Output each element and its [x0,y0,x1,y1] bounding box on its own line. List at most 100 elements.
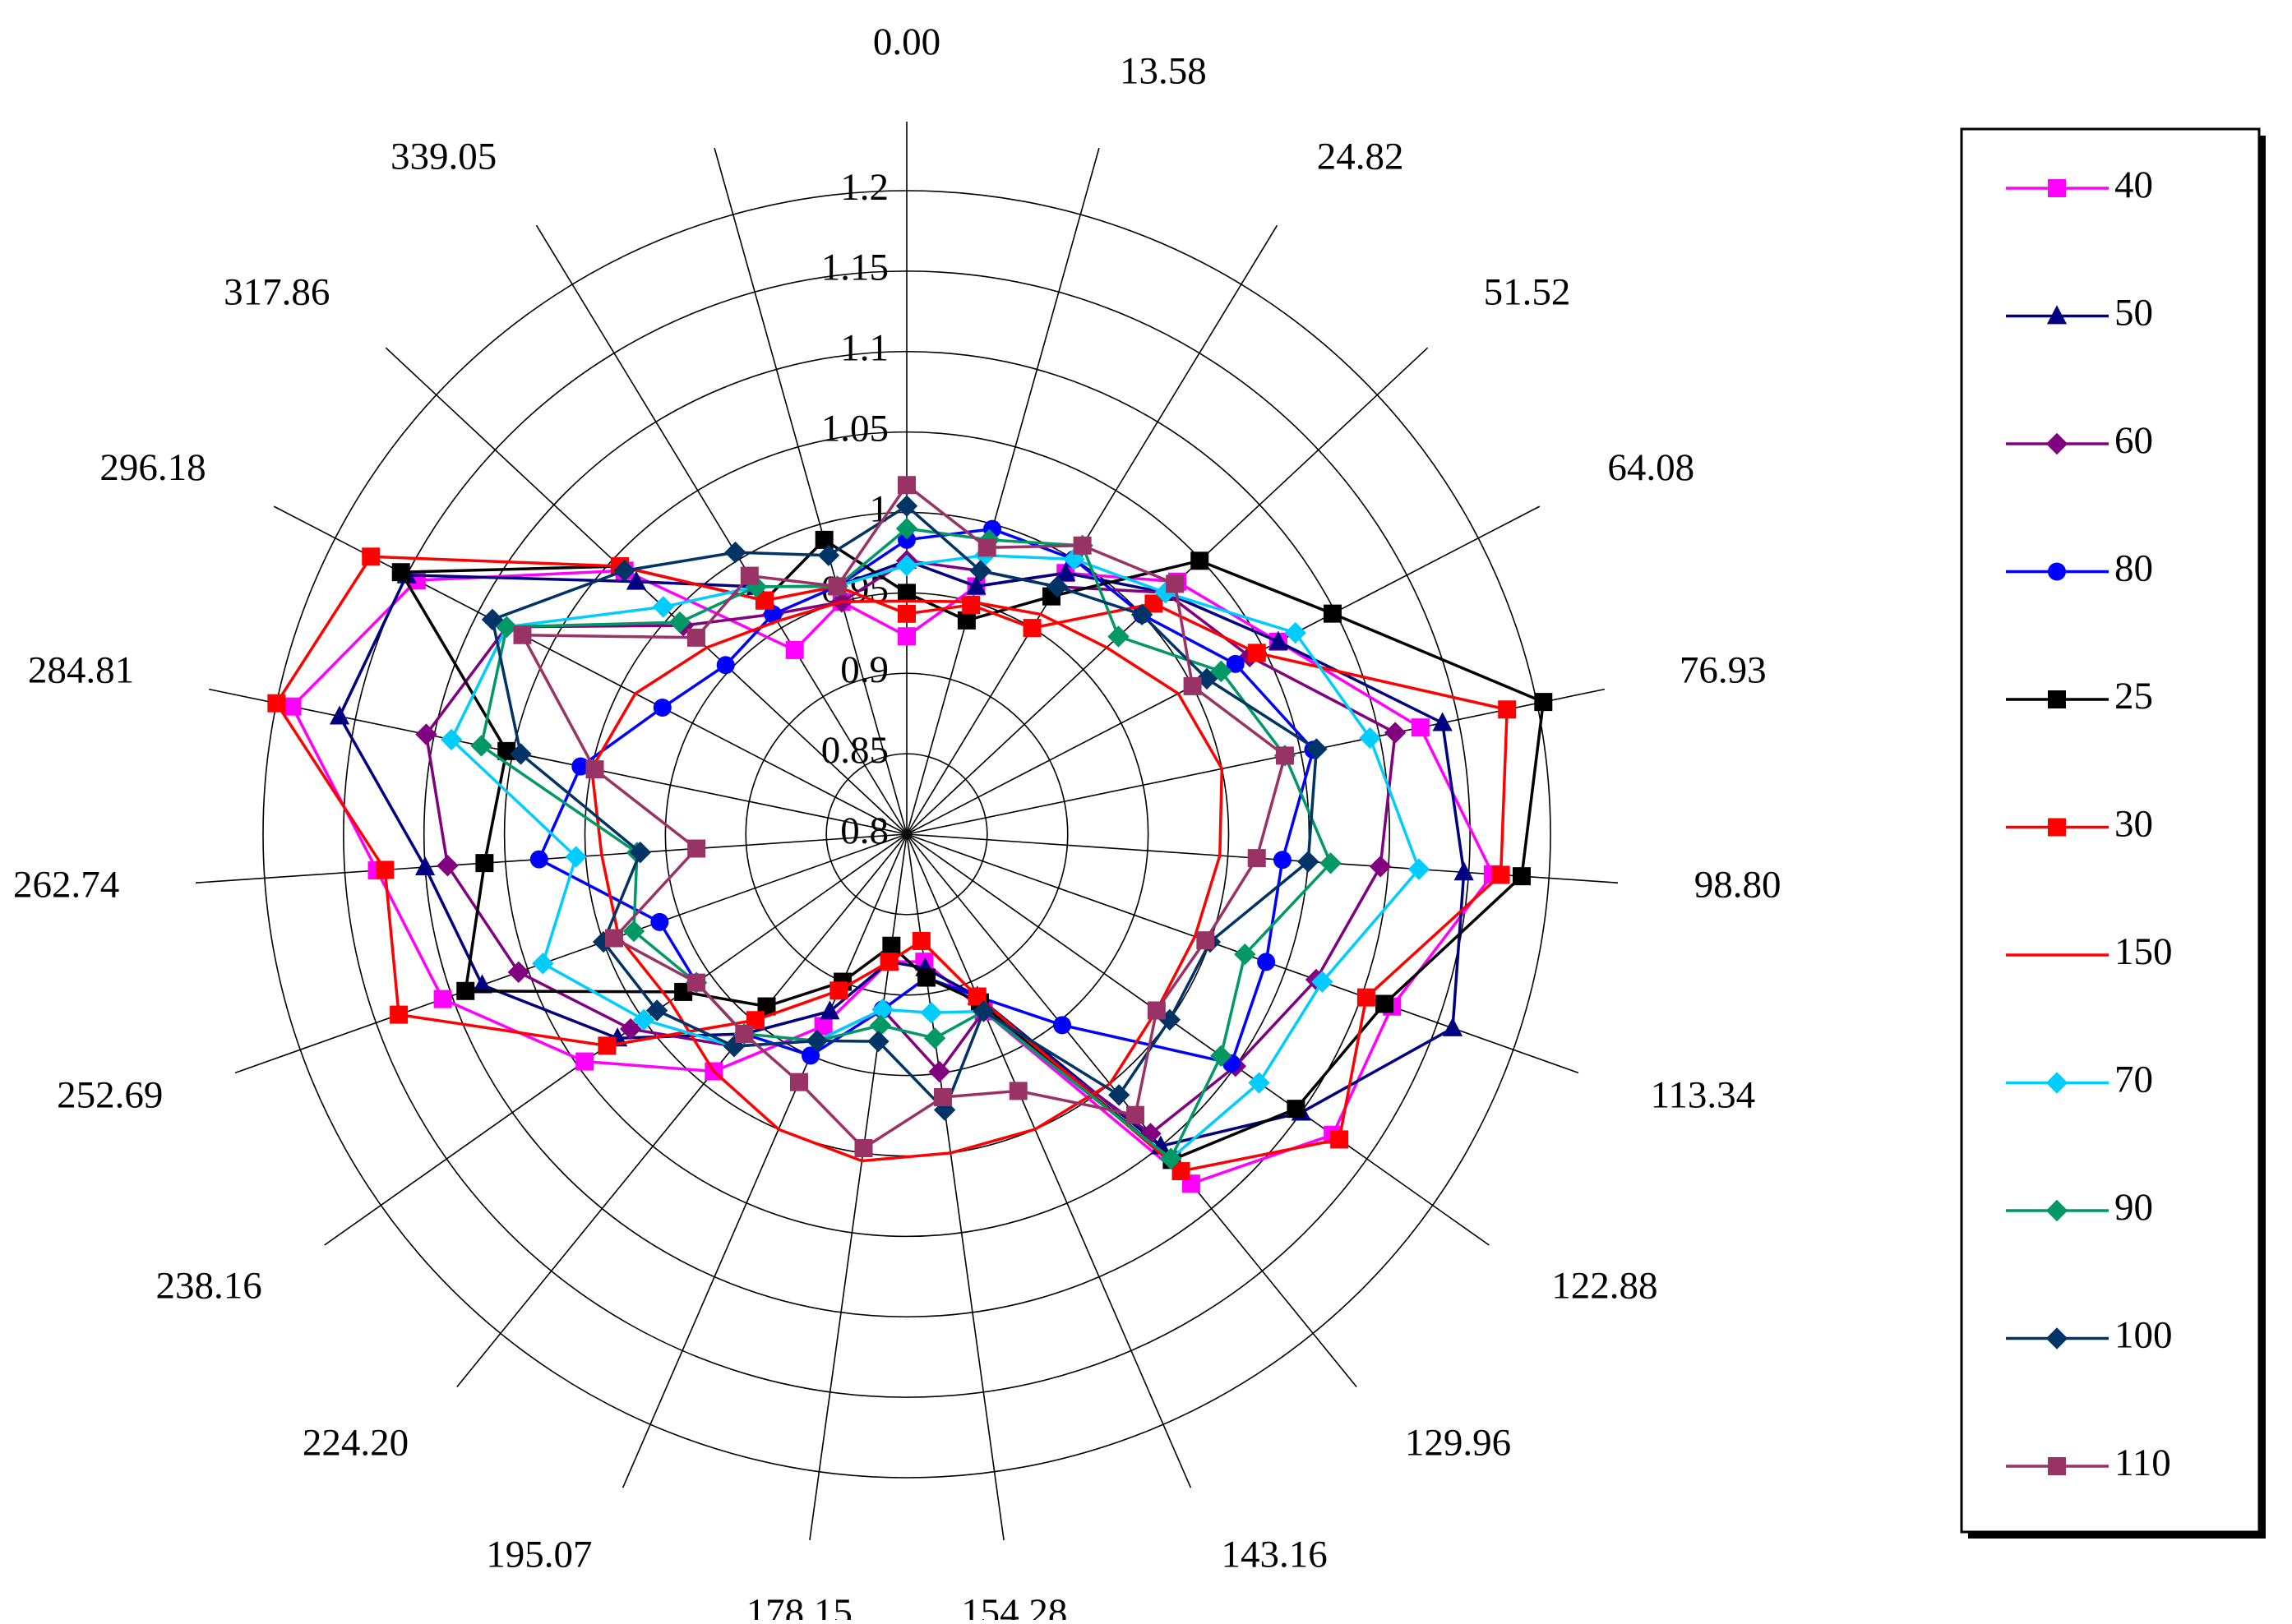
legend-shadow [1968,1532,2266,1539]
legend-marker [2048,562,2066,581]
data-point [437,855,459,877]
data-point [283,697,302,716]
data-point [1498,700,1517,719]
category-label: 224.20 [303,1421,409,1464]
spoke [385,347,908,835]
data-point [1407,858,1430,880]
category-label: 262.74 [13,863,119,906]
data-point [1305,738,1328,760]
data-point [740,566,759,585]
data-point [895,517,918,540]
legend-label: 100 [2114,1313,2173,1356]
data-point [977,538,996,557]
data-point [973,1000,995,1022]
data-point [1512,867,1531,886]
data-point [746,1011,765,1030]
legend-marker [2048,1457,2066,1475]
data-point [652,596,675,618]
data-point [912,931,931,950]
data-point [1023,619,1042,638]
spoke [906,688,1606,835]
category-label: 13.58 [1120,49,1207,92]
category-label: 178.15 [746,1591,853,1620]
data-point [1273,851,1292,870]
legend-marker [2046,305,2068,325]
legend: 40 50 60 80 25 30 150 70 90 100 110 [2006,164,2173,1484]
category-label: 339.05 [390,136,497,178]
spoke [622,833,908,1488]
data-point [1147,1001,1166,1020]
data-point [1453,861,1474,881]
data-point [571,757,590,776]
data-point [1330,1130,1349,1149]
data-point [629,841,652,864]
data-point [565,846,587,868]
data-point [723,1035,746,1058]
data-point [898,627,916,646]
spoke [195,833,908,884]
data-point [619,1017,642,1040]
spoke [234,833,908,1074]
data-point [362,547,381,566]
data-point [456,981,475,1000]
legend-label: 90 [2114,1186,2153,1229]
data-point [895,554,918,577]
legend-marker [2048,179,2066,197]
data-point [513,625,532,644]
data-point [470,735,492,757]
category-label: 143.16 [1221,1533,1327,1576]
data-point [1248,1072,1270,1094]
data-point [757,997,776,1016]
category-label: 24.82 [1317,136,1404,178]
data-point [391,563,410,582]
category-label: 129.96 [1405,1421,1511,1464]
data-point [928,1060,950,1083]
data-point [440,728,463,751]
data-point [1247,644,1266,662]
data-point [923,1027,946,1050]
data-point [605,929,624,948]
data-point [668,611,691,634]
data-point [789,1073,808,1091]
category-label: 98.80 [1694,863,1781,906]
data-point [1046,575,1069,598]
data-point [1356,988,1375,1007]
legend-label: 50 [2114,291,2153,334]
data-point [962,596,981,615]
category-label: 51.52 [1484,271,1571,314]
data-point [1130,603,1153,625]
spoke [906,833,1490,1246]
data-point [814,1017,833,1036]
r-tick-label: 0.9 [840,648,889,691]
data-point [1275,746,1294,765]
data-point [1159,1147,1182,1170]
plot-area: 0.80.850.90.9511.051.11.151.20.0013.5824… [13,21,1781,1624]
data-point [1183,676,1202,695]
spoke [906,833,1192,1488]
series-line [490,504,1319,1113]
data-point [1442,1017,1463,1036]
spoke [208,688,908,835]
data-point [1009,1082,1028,1100]
data-point [1158,1008,1181,1031]
data-point [329,705,350,725]
data-point [1196,931,1215,950]
data-point [1210,660,1232,683]
category-label: 64.08 [1607,446,1694,489]
data-point [867,1030,890,1053]
legend-box [1960,127,2261,1534]
data-point [1375,994,1394,1013]
data-point [1432,712,1453,731]
data-point [880,953,899,971]
category-label: 238.16 [155,1264,261,1307]
data-point [1491,865,1510,884]
data-point [472,974,492,994]
data-point [920,1001,943,1024]
data-point [957,611,976,630]
data-point [1144,594,1163,613]
category-label: 195.07 [486,1533,592,1576]
series-line [338,559,1466,1148]
category-label: 284.81 [28,648,134,691]
series-line [537,527,1315,1065]
